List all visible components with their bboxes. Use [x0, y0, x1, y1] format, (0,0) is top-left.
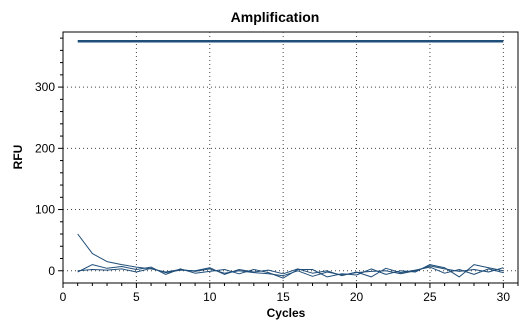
x-tick-label: 30 — [497, 290, 511, 304]
x-tick-label: 15 — [276, 290, 290, 304]
series-line-4 — [77, 266, 504, 278]
x-tick-label: 0 — [60, 290, 67, 304]
series-line-3 — [77, 264, 504, 279]
chart-title: Amplification — [231, 9, 320, 25]
plot-frame — [62, 31, 519, 284]
y-tick-label: 300 — [35, 80, 55, 94]
y-tick-label: 100 — [35, 203, 55, 217]
x-tick-label: 20 — [350, 290, 364, 304]
x-tick-label: 25 — [423, 290, 437, 304]
x-axis-label: Cycles — [267, 306, 306, 320]
y-tick-label: 0 — [48, 264, 55, 278]
x-tick-label: 10 — [203, 290, 217, 304]
series-line-2 — [77, 233, 504, 277]
y-axis-label: RFU — [11, 145, 25, 170]
x-tick-label: 5 — [133, 290, 140, 304]
y-tick-label: 200 — [35, 141, 55, 155]
